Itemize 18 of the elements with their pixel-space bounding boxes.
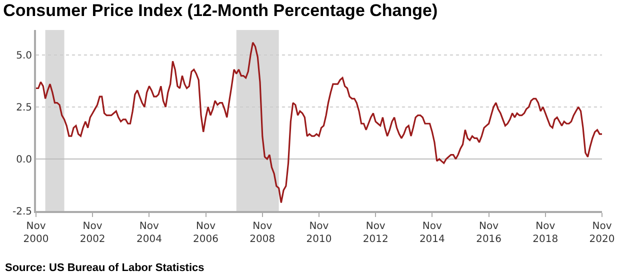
x-tick-label: Nov 2012 bbox=[362, 221, 388, 245]
x-tick-label: Nov 2016 bbox=[476, 221, 502, 245]
line-series bbox=[36, 42, 602, 204]
x-tick-label: Nov 2010 bbox=[306, 221, 332, 245]
x-tick-label: Nov 2020 bbox=[589, 221, 615, 245]
y-tick-label: 0.0 bbox=[16, 154, 32, 166]
y-tick-label: 2.5 bbox=[16, 102, 32, 114]
x-tick-label: Nov 2014 bbox=[419, 221, 445, 245]
x-tick-label: Nov 2002 bbox=[80, 221, 106, 245]
x-tick-label: Nov 2000 bbox=[23, 221, 49, 245]
x-tick-label: Nov 2006 bbox=[193, 221, 218, 245]
x-tick-label: Nov 2018 bbox=[532, 221, 558, 245]
x-tick-label: Nov 2008 bbox=[250, 221, 276, 245]
source-note: Source: US Bureau of Labor Statistics bbox=[5, 262, 204, 273]
y-tick-label: -2.5 bbox=[12, 206, 32, 218]
x-tick-label: Nov 2004 bbox=[136, 221, 162, 245]
chart-title: Consumer Price Index (12-Month Percentage Change) bbox=[3, 0, 438, 20]
y-tick-label: 5.0 bbox=[16, 50, 32, 62]
